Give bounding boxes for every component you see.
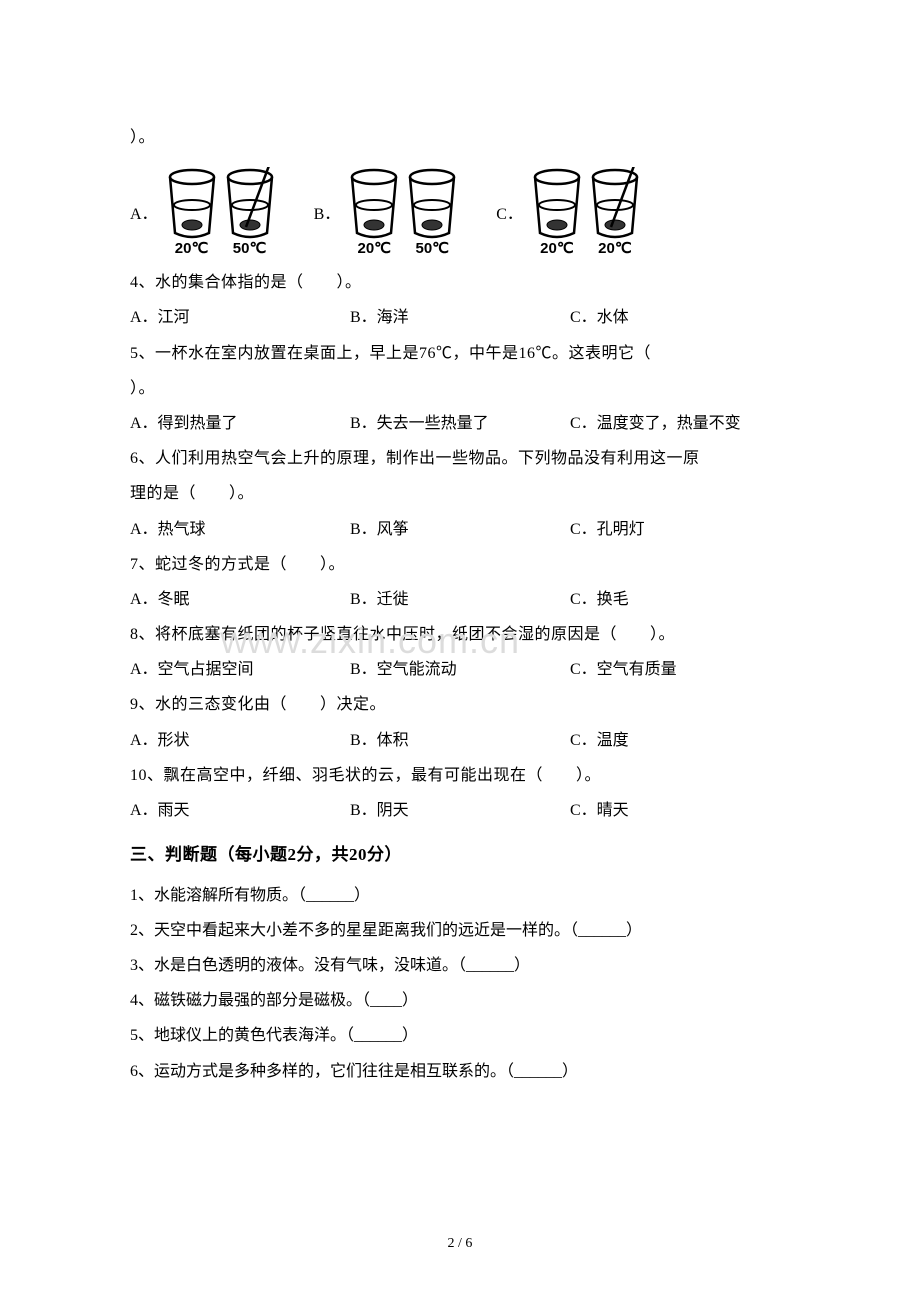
q10-stem: 10、飘在高空中，纤细、羽毛状的云，最有可能出现在（ ）。: [130, 758, 790, 793]
j2: 2、天空中看起来大小差不多的星星距离我们的远近是一样的。（______）: [130, 913, 790, 948]
q7-options: A．冬眠 B．迁徙 C．换毛: [130, 582, 790, 617]
cup-b2: 50℃: [404, 167, 460, 257]
temp-label: 50℃: [233, 239, 267, 257]
page-content: ）。 A． 20℃ 50℃: [0, 0, 920, 1129]
option-c-cups: 20℃ 20℃: [529, 167, 643, 257]
q8-a: A．空气占据空间: [130, 652, 350, 687]
cup-a2: 50℃: [222, 167, 278, 257]
q7-stem: 7、蛇过冬的方式是（ ）。: [130, 547, 790, 582]
j5: 5、地球仪上的黄色代表海洋。（______）: [130, 1018, 790, 1053]
option-b-cups: 20℃ 50℃: [346, 167, 460, 257]
option-a-cups: 20℃ 50℃: [164, 167, 278, 257]
q6-stem1: 6、人们利用热空气会上升的原理，制作出一些物品。下列物品没有利用这一原: [130, 441, 790, 476]
q5-a: A．得到热量了: [130, 406, 350, 441]
cup-drawing: [529, 167, 585, 241]
q9-options: A．形状 B．体积 C．温度: [130, 723, 790, 758]
section3-heading: 三、判断题（每小题2分，共20分）: [130, 836, 790, 873]
q4-c: C．水体: [570, 300, 790, 335]
temp-label: 20℃: [175, 239, 209, 257]
q8-c: C．空气有质量: [570, 652, 790, 687]
q9-c: C．温度: [570, 723, 790, 758]
temp-label: 20℃: [598, 239, 632, 257]
page-number: 2 / 6: [0, 1236, 920, 1252]
j3: 3、水是白色透明的液体。没有气味，没味道。（______）: [130, 948, 790, 983]
cup-drawing: [346, 167, 402, 241]
q7-c: C．换毛: [570, 582, 790, 617]
q10-a: A．雨天: [130, 793, 350, 828]
option-a-label: A．: [130, 200, 158, 224]
q6-stem2: 理的是（ ）。: [130, 476, 790, 511]
j6: 6、运动方式是多种多样的，它们往往是相互联系的。（______）: [130, 1054, 790, 1089]
temp-label: 50℃: [415, 239, 449, 257]
cup-b1: 20℃: [346, 167, 402, 257]
q9-stem: 9、水的三态变化由（ ）决定。: [130, 687, 790, 722]
j1: 1、水能溶解所有物质。（______）: [130, 878, 790, 913]
q6-b: B．风筝: [350, 512, 570, 547]
q10-b: B．阴天: [350, 793, 570, 828]
q8-options: A．空气占据空间 B．空气能流动 C．空气有质量: [130, 652, 790, 687]
q3-image-options: A． 20℃ 50℃: [130, 167, 790, 257]
q5-stem1: 5、一杯水在室内放置在桌面上，早上是76℃，中午是16℃。这表明它（: [130, 336, 790, 371]
temp-label: 20℃: [357, 239, 391, 257]
j4: 4、磁铁磁力最强的部分是磁极。（____）: [130, 983, 790, 1018]
q4-stem: 4、水的集合体指的是（ ）。: [130, 265, 790, 300]
q8-stem: 8、将杯底塞有纸团的杯子竖直往水中压时，纸团不会湿的原因是（ ）。: [130, 617, 790, 652]
temp-label: 20℃: [540, 239, 574, 257]
q4-b: B．海洋: [350, 300, 570, 335]
cup-drawing: [587, 167, 643, 241]
q10-c: C．晴天: [570, 793, 790, 828]
q3-continuation: ）。: [130, 120, 790, 155]
q6-a: A．热气球: [130, 512, 350, 547]
q5-options: A．得到热量了 B．失去一些热量了 C．温度变了，热量不变: [130, 406, 790, 441]
cup-drawing: [164, 167, 220, 241]
q6-c: C．孔明灯: [570, 512, 790, 547]
cup-c2: 20℃: [587, 167, 643, 257]
option-c-label: C．: [496, 200, 523, 224]
q7-b: B．迁徙: [350, 582, 570, 617]
q4-a: A．江河: [130, 300, 350, 335]
q9-b: B．体积: [350, 723, 570, 758]
q6-options: A．热气球 B．风筝 C．孔明灯: [130, 512, 790, 547]
cup-a1: 20℃: [164, 167, 220, 257]
cup-drawing: [404, 167, 460, 241]
q8-b: B．空气能流动: [350, 652, 570, 687]
q5-b: B．失去一些热量了: [350, 406, 570, 441]
cup-c1: 20℃: [529, 167, 585, 257]
option-b-label: B．: [314, 200, 341, 224]
q5-stem2: ）。: [130, 371, 790, 406]
q9-a: A．形状: [130, 723, 350, 758]
q10-options: A．雨天 B．阴天 C．晴天: [130, 793, 790, 828]
cup-drawing: [222, 167, 278, 241]
q7-a: A．冬眠: [130, 582, 350, 617]
q4-options: A．江河 B．海洋 C．水体: [130, 300, 790, 335]
q5-c: C．温度变了，热量不变: [570, 406, 790, 441]
